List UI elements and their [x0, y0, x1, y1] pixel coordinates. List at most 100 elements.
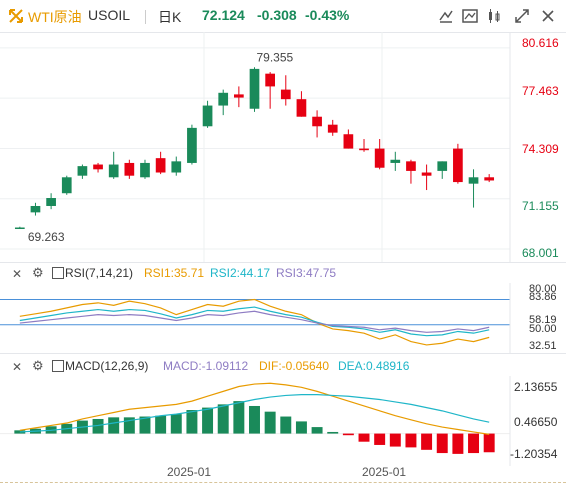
rsi-title[interactable]: RSI(7,14,21) [65, 266, 134, 280]
macd-chart[interactable] [0, 376, 566, 466]
candle-body [14, 227, 25, 230]
candle[interactable] [61, 175, 72, 195]
timeframe-selector[interactable]: 日K [158, 9, 182, 25]
candle[interactable] [46, 193, 56, 210]
candle-body [140, 162, 150, 178]
candlestick-chart[interactable]: 79.355 69.263 [0, 32, 566, 262]
candle-body [108, 164, 119, 178]
macd-axis-label: 2.13655 [514, 380, 558, 394]
candle[interactable] [171, 156, 182, 176]
dif-line [19, 382, 490, 435]
macd-histogram-bar [92, 418, 104, 434]
candle[interactable] [249, 67, 260, 112]
candle[interactable] [30, 202, 41, 216]
candle[interactable] [312, 110, 322, 138]
candle[interactable] [453, 143, 463, 184]
macd-histogram-bar [295, 421, 307, 434]
macd-histogram-bar [342, 433, 354, 436]
candle-body [359, 148, 369, 151]
candle[interactable] [374, 139, 385, 170]
price-axis-label: 77.463 [522, 84, 559, 98]
candle[interactable] [421, 164, 432, 191]
low-price-annotation: 69.263 [28, 230, 65, 244]
header-divider [145, 10, 146, 24]
candle[interactable] [484, 174, 495, 183]
macd-histogram-bar [249, 405, 260, 434]
macd-legend: MACD:-1.09112 [163, 359, 249, 373]
candle[interactable] [468, 169, 479, 208]
macd-histogram-bar [389, 433, 401, 447]
candle[interactable] [280, 75, 291, 106]
macd-histogram-bar [170, 414, 182, 434]
candle[interactable] [14, 226, 25, 230]
chart-header: WTI原油 USOIL 日K 72.124 -0.308 -0.43% [0, 0, 566, 32]
candle[interactable] [155, 151, 166, 175]
macd-histogram-bar [358, 433, 370, 442]
fullscreen-icon[interactable] [514, 8, 530, 24]
candle[interactable] [343, 129, 354, 149]
macd-separator [0, 353, 566, 354]
high-price-annotation: 79.355 [257, 50, 294, 64]
close-icon[interactable]: ✕ [12, 360, 23, 374]
settings-icon[interactable]: ⚙ [32, 265, 44, 280]
candle-body [124, 162, 135, 176]
candle-body [468, 177, 479, 184]
macd-histogram-bar [405, 433, 417, 448]
price-axis-label: 71.155 [522, 199, 559, 213]
macd-histogram-bar [202, 407, 214, 434]
rsi-toolbar: ✕ ⚙ RSI(7,14,21) RSI1:35.71 RSI2:44.17 R… [0, 263, 566, 283]
rsi-series-line [19, 298, 490, 346]
expand-arrows-icon[interactable] [8, 8, 24, 24]
candle[interactable] [359, 139, 369, 152]
macd-histogram-bar [311, 427, 323, 434]
macd-histogram-bar [108, 417, 120, 434]
candle[interactable] [218, 89, 229, 116]
candle[interactable] [202, 100, 213, 128]
candle-body [93, 164, 103, 170]
candle[interactable] [140, 159, 150, 179]
indicator-menu-icon[interactable] [52, 360, 64, 372]
close-icon[interactable] [540, 8, 556, 24]
candle[interactable] [265, 72, 275, 109]
candle[interactable] [437, 161, 448, 179]
candle-type-icon[interactable] [486, 8, 502, 24]
macd-histogram-bar [14, 430, 26, 434]
line-tool-icon[interactable] [438, 8, 454, 24]
candle-body [155, 158, 166, 173]
price-axis-label: 68.001 [522, 246, 559, 260]
rsi-chart[interactable] [0, 283, 566, 353]
candle-body [249, 68, 260, 109]
symbol-code[interactable]: USOIL [88, 7, 131, 23]
candle[interactable] [234, 86, 244, 108]
candle[interactable] [187, 124, 197, 165]
indicator-tool-icon[interactable] [462, 8, 478, 24]
macd-histogram-bar [139, 416, 151, 434]
macd-title[interactable]: MACD(12,26,9) [65, 359, 149, 373]
candle[interactable] [327, 119, 338, 136]
candle-body [202, 105, 213, 127]
macd-toolbar: ✕ ⚙ MACD(12,26,9) MACD:-1.09112 DIF:-0.0… [0, 356, 566, 376]
date-axis-label: 2025-01 [167, 465, 212, 479]
candle[interactable] [93, 162, 103, 173]
macd-histogram-bar [452, 433, 464, 454]
candle[interactable] [108, 151, 119, 179]
symbol-name[interactable]: WTI原油 [28, 9, 82, 25]
candle[interactable] [390, 151, 401, 171]
candle-body [234, 94, 244, 98]
macd-histogram-bar [264, 411, 276, 434]
candle[interactable] [296, 91, 307, 117]
macd-histogram-bar [468, 433, 480, 454]
indicator-menu-icon[interactable] [52, 267, 64, 279]
rsi-series-line [19, 310, 490, 333]
settings-icon[interactable]: ⚙ [32, 358, 44, 373]
macd-histogram-bar [233, 401, 245, 434]
rsi2-legend: RSI2:44.17 [210, 266, 271, 280]
close-icon[interactable]: ✕ [12, 267, 23, 281]
candle[interactable] [124, 159, 135, 179]
rsi1-legend: RSI1:35.71 [144, 266, 205, 280]
macd-histogram-bar [123, 417, 135, 434]
candle[interactable] [77, 164, 88, 179]
candle-body [296, 99, 307, 117]
candle[interactable] [406, 159, 416, 184]
bottom-scrollbar[interactable] [0, 482, 566, 487]
